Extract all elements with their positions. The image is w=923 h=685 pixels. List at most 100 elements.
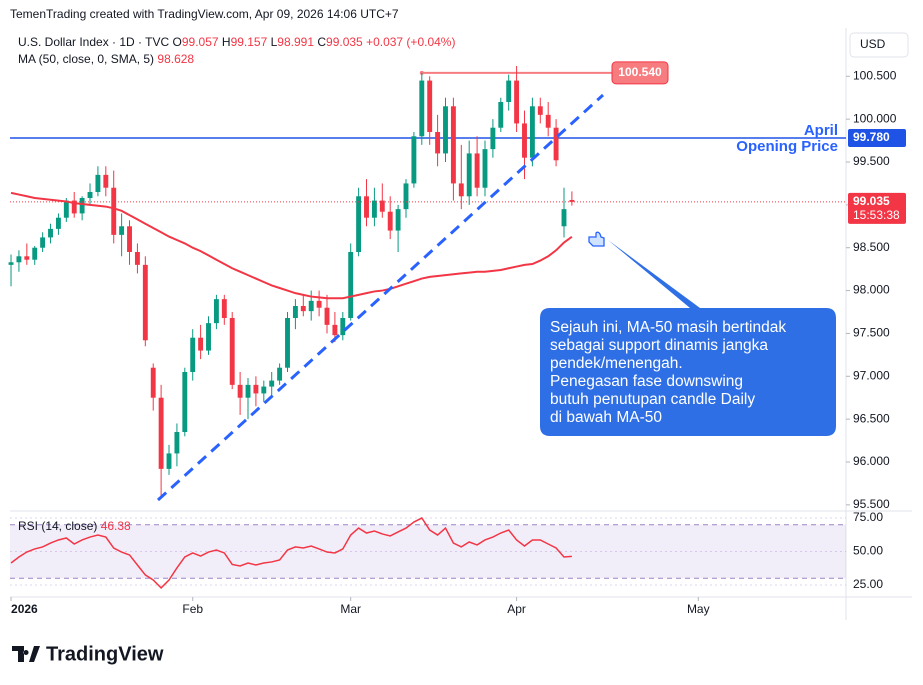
- body: [229, 318, 235, 385]
- body: [324, 307, 330, 325]
- body: [166, 453, 172, 469]
- open-value: 99.057: [181, 35, 219, 49]
- rsi-tick-label: 50.00: [853, 544, 883, 558]
- body: [411, 136, 417, 184]
- y-tick-label: 97.000: [853, 368, 890, 382]
- body: [474, 153, 480, 188]
- body: [206, 323, 211, 351]
- body: [253, 384, 259, 394]
- x-tick-label: Apr: [507, 602, 526, 616]
- body: [308, 300, 314, 312]
- body: [158, 397, 164, 469]
- body: [174, 432, 180, 454]
- currency: USD: [860, 37, 886, 51]
- body: [529, 106, 535, 158]
- ohlc-l: L: [270, 35, 278, 49]
- ohlc-h: H: [221, 35, 231, 49]
- header: TemenTrading created with TradingView.co…: [10, 7, 399, 21]
- body: [403, 183, 409, 210]
- april-open-text: April: [804, 122, 838, 139]
- body: [111, 187, 117, 235]
- callout-text: pendek/menengah.: [550, 355, 683, 372]
- body: [545, 114, 551, 128]
- legend-rsi: RSI (14, close) 46.38: [18, 519, 131, 533]
- legend-main: U.S. Dollar Index · 1D · TVC O99.057 H99…: [18, 35, 455, 49]
- body: [63, 200, 69, 218]
- body: [300, 306, 306, 312]
- body: [134, 252, 140, 265]
- high-label-box: [611, 61, 669, 85]
- y-tick-label: 95.500: [853, 497, 890, 511]
- body: [348, 252, 354, 318]
- body: [292, 306, 298, 318]
- body: [213, 299, 219, 324]
- callout-text: Sejauh ini, MA-50 masih bertindak: [550, 319, 786, 336]
- y-tick-label: 96.500: [853, 411, 890, 425]
- body: [245, 384, 251, 398]
- x-tick-label: May: [687, 602, 710, 616]
- low-value: 98.991: [277, 35, 314, 49]
- y-tick-label: 99.500: [853, 154, 890, 168]
- y-tick-label: 100.000: [853, 111, 897, 125]
- currency-button[interactable]: [849, 32, 909, 58]
- body: [498, 102, 504, 128]
- trend-line: [156, 93, 605, 502]
- ma-name: MA (50, close, 0, SMA, 5): [18, 52, 155, 66]
- body: [103, 174, 109, 188]
- body: [419, 80, 425, 137]
- callout-text: di bawah MA-50: [550, 409, 662, 426]
- body: [395, 209, 401, 231]
- body: [482, 149, 488, 188]
- y-tick-label: 96.000: [853, 454, 890, 468]
- ohlc-c: C: [317, 35, 327, 49]
- hand-icon: [588, 231, 605, 247]
- body: [435, 132, 441, 154]
- brand: TradingView: [46, 643, 164, 665]
- body: [119, 226, 125, 235]
- body: [379, 200, 385, 212]
- body: [371, 200, 377, 218]
- rsi-name: RSI (14, close): [18, 519, 98, 533]
- body: [466, 153, 472, 197]
- body: [514, 80, 520, 124]
- callout: [540, 240, 836, 436]
- body: [285, 318, 290, 368]
- body: [553, 127, 559, 161]
- body: [8, 262, 14, 265]
- body: [332, 324, 338, 336]
- body: [48, 228, 53, 238]
- body: [387, 211, 393, 231]
- symbol: U.S. Dollar Index · 1D · TVC: [18, 35, 170, 49]
- body: [427, 80, 433, 132]
- body: [55, 217, 61, 229]
- x-tick-label: 2026: [11, 602, 38, 616]
- body: [24, 256, 30, 260]
- legend-ma: MA (50, close, 0, SMA, 5) 98.628: [18, 52, 194, 66]
- body: [71, 200, 77, 214]
- ohlc-o: O: [172, 35, 182, 49]
- body: [150, 367, 156, 398]
- body: [537, 106, 543, 115]
- body: [569, 199, 575, 202]
- x-tick-label: Feb: [182, 602, 203, 616]
- body: [450, 106, 456, 184]
- callout-text: Penegasan fase downswing: [550, 373, 743, 390]
- body: [356, 196, 362, 252]
- body: [95, 174, 101, 192]
- rsi-value: 46.38: [100, 519, 131, 533]
- april-open-label-box: [848, 129, 906, 147]
- ma-line: [10, 191, 573, 300]
- change: +0.037 (+0.04%): [366, 35, 456, 49]
- body: [40, 237, 46, 248]
- body: [142, 264, 148, 341]
- body: [364, 196, 369, 218]
- body: [340, 318, 346, 336]
- callout-text: butuh penutupan candle Daily: [550, 391, 755, 408]
- body: [269, 380, 275, 387]
- x-tick-label: Mar: [340, 602, 361, 616]
- ma-value: 98.628: [157, 52, 195, 66]
- body: [522, 123, 527, 158]
- last-price-label: 99.035: [853, 194, 890, 208]
- body: [277, 367, 283, 381]
